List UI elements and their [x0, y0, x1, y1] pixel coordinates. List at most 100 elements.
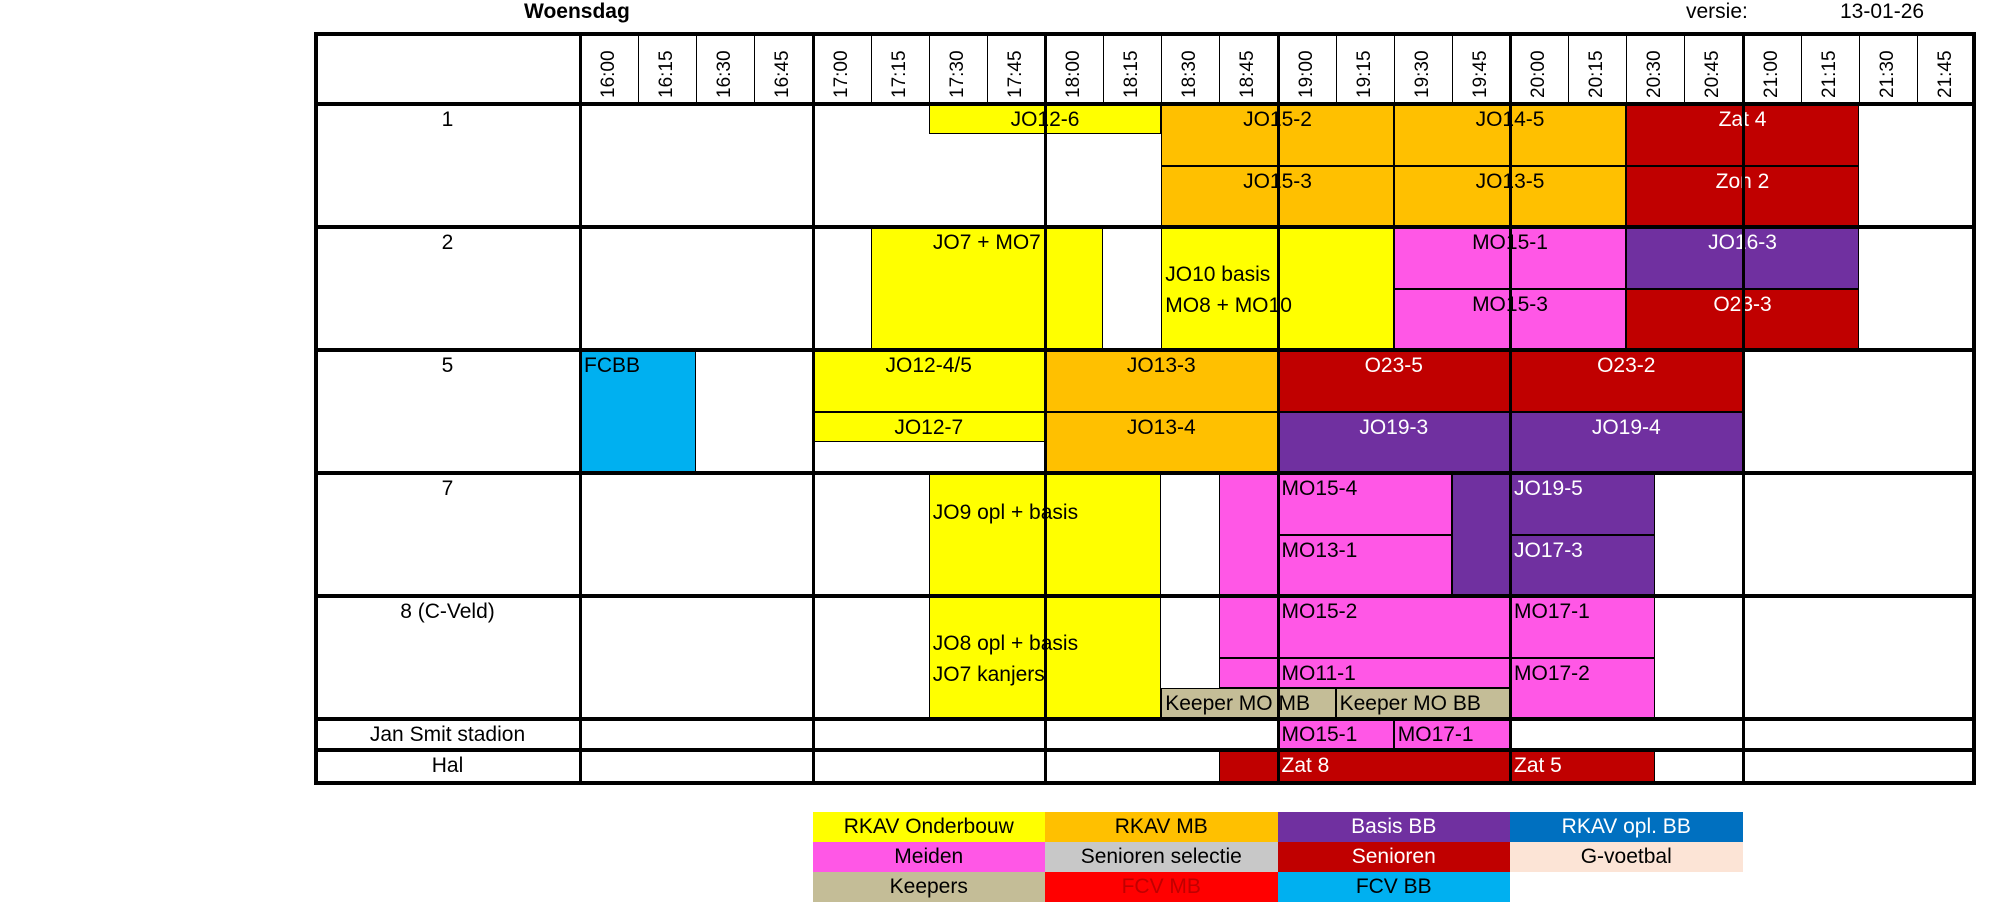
grid-left-border — [314, 32, 318, 785]
legend-rkav-opl-bb: RKAV opl. BB — [1510, 812, 1743, 842]
hal-lead-block — [1219, 750, 1278, 783]
version-label: versie: — [1686, 0, 1748, 23]
row-divider — [315, 102, 1975, 106]
day-title: Woensdag — [524, 0, 630, 23]
time-label: 17:30 — [946, 50, 968, 98]
quarter-tick — [696, 32, 698, 104]
quarter-tick — [1626, 32, 1628, 104]
meiden-row8-lead-block — [1219, 596, 1278, 658]
mo11-1-label: MO11-1 — [1281, 662, 1356, 685]
jo12-4-5-label: JO12-4/5 — [885, 354, 972, 377]
time-label: 19:00 — [1295, 50, 1317, 98]
time-label: 16:45 — [772, 50, 794, 98]
zat-8-label: Zat 8 — [1281, 754, 1330, 777]
time-label: 20:15 — [1586, 50, 1608, 98]
mo13-1-block: MO13-1 — [1277, 534, 1452, 596]
quarter-tick — [754, 32, 756, 104]
quarter-tick — [1510, 32, 1511, 104]
mo15-1-stadion-label: MO15-1 — [1281, 723, 1358, 746]
time-label: 18:30 — [1179, 50, 1201, 98]
grid-right-border — [1972, 32, 1976, 785]
legend-basis-bb: Basis BB — [1277, 812, 1510, 842]
quarter-tick — [812, 32, 814, 104]
mo17-1-row8-label: MO17-1 — [1514, 600, 1590, 623]
mo17-1-stadion-block: MO17-1 — [1393, 719, 1510, 750]
legend-rkav-mb: RKAV MB — [1045, 812, 1278, 842]
row-stadion-label: Jan Smit stadion — [369, 723, 526, 746]
mo17-2-label: MO17-2 — [1514, 661, 1590, 685]
quarter-tick — [638, 32, 640, 104]
time-label: 18:15 — [1121, 50, 1143, 98]
jo13-4-block: JO13-4 — [1045, 411, 1278, 473]
mo15-4-block: MO15-4 — [1277, 473, 1452, 535]
legend-meiden: Meiden — [812, 842, 1045, 872]
hour-divider — [1276, 32, 1280, 783]
time-label: 19:15 — [1353, 50, 1375, 98]
mo17-1-stadion-label: MO17-1 — [1397, 723, 1474, 746]
legend-rkav-onderbouw: RKAV Onderbouw — [812, 812, 1045, 842]
legend-keepers: Keepers — [812, 872, 1045, 902]
legend-fcv-mb: FCV MB — [1045, 872, 1278, 902]
time-label: 17:45 — [1004, 50, 1026, 98]
jo17-3-label: JO17-3 — [1514, 538, 1583, 562]
fcbb-label: FCBB — [584, 354, 641, 377]
jo19-5-label: JO19-5 — [1514, 477, 1583, 500]
time-label: 19:30 — [1411, 50, 1433, 98]
time-label: 16:00 — [598, 50, 620, 98]
jo19-4-block: JO19-4 — [1510, 411, 1743, 473]
time-label: 18:45 — [1237, 50, 1259, 98]
jo10-basis-label: JO10 basis — [1165, 262, 1271, 286]
mo15-2-block: MO15-2 — [1277, 596, 1510, 658]
time-label: 17:15 — [888, 50, 910, 98]
quarter-tick — [1277, 32, 1279, 104]
quarter-tick — [1858, 32, 1860, 104]
row-divider — [315, 225, 1975, 229]
jo19-5-block: JO19-5 — [1510, 473, 1656, 535]
row-2-label: 2 — [441, 231, 454, 254]
jo7-mo7-block: JO7 + MO7 — [870, 227, 1104, 350]
jo17-3-block: JO17-3 — [1510, 534, 1656, 596]
keeper-mo-bb-block: Keeper MO BB — [1335, 688, 1510, 719]
quarter-tick — [1742, 32, 1744, 104]
jo12-4-5-block: JO12-4/5 — [812, 350, 1045, 412]
hour-divider — [1044, 32, 1047, 783]
jo12-7-block: JO12-7 — [812, 411, 1045, 442]
quarter-tick — [1916, 32, 1918, 104]
mo17-1-row8-block: MO17-1 — [1510, 596, 1656, 658]
o23-2-block: O23-2 — [1510, 350, 1743, 412]
hour-divider — [1509, 32, 1512, 783]
legend-g-voetbal: G-voetbal — [1510, 842, 1743, 872]
time-label: 20:45 — [1702, 50, 1724, 98]
quarter-tick — [1103, 32, 1105, 104]
quarter-tick — [1045, 32, 1046, 104]
time-label: 21:45 — [1934, 50, 1956, 98]
jo12-7-label: JO12-7 — [894, 415, 964, 439]
row-divider — [315, 348, 1975, 352]
quarter-tick — [1219, 32, 1221, 104]
row-divider — [315, 471, 1975, 475]
row-8-label: 8 (C-Veld) — [400, 600, 495, 623]
mo15-4-label: MO15-4 — [1281, 477, 1358, 500]
hour-divider — [1741, 32, 1745, 783]
jo19-3-block: JO19-3 — [1277, 411, 1510, 473]
legend-fcv-bb: FCV BB — [1277, 872, 1510, 902]
time-label: 21:00 — [1760, 50, 1782, 98]
time-label: 19:45 — [1469, 50, 1491, 98]
quarter-tick — [1161, 32, 1163, 104]
jo9-opl-basis-label: JO9 opl + basis — [932, 501, 1079, 524]
jo8-opl-basis-label-2: JO7 kanjers — [932, 662, 1045, 686]
hour-divider — [811, 32, 815, 783]
o23-2-label: O23-2 — [1597, 354, 1656, 377]
mo15-2-label: MO15-2 — [1281, 600, 1358, 623]
mo17-2-block: MO17-2 — [1510, 657, 1656, 719]
jo10-basis-label-2: MO8 + MO10 — [1165, 293, 1292, 317]
mo15-1-stadion-block: MO15-1 — [1277, 719, 1394, 750]
time-label: 18:00 — [1063, 50, 1085, 98]
row-1-label: 1 — [441, 108, 454, 131]
fcbb-block: FCBB — [580, 350, 697, 473]
zat-5-block: Zat 5 — [1510, 750, 1656, 783]
keeper-mo-mb-block: Keeper MO MB — [1161, 688, 1336, 719]
zat-5-label: Zat 5 — [1514, 754, 1562, 777]
jo7-mo7-label: JO7 + MO7 — [932, 231, 1041, 254]
